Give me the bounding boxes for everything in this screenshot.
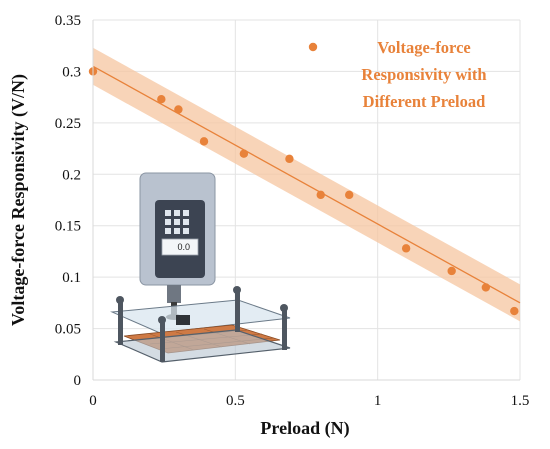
- data-point: [285, 154, 294, 164]
- fixture-posts: [116, 286, 288, 362]
- y-tick-label: 0: [74, 373, 82, 389]
- top-plate: [110, 299, 291, 334]
- x-axis-title: Preload (N): [260, 418, 349, 439]
- y-tick-labels: 0 0.05 0.1 0.15 0.2 0.25 0.3 0.35: [55, 13, 81, 389]
- x-tick-labels: 0 0.5 1 1.5: [89, 393, 529, 409]
- legend-label-line1: Voltage-force: [377, 38, 470, 57]
- y-tick-label: 0.15: [55, 219, 81, 235]
- legend-label-line3: Different Preload: [363, 92, 486, 111]
- y-tick-label: 0.1: [62, 270, 81, 286]
- force-gauge-illustration: 0.0: [110, 172, 291, 363]
- gauge-display-value: 0.0: [177, 242, 190, 252]
- data-point: [401, 244, 411, 253]
- data-point: [447, 266, 456, 276]
- y-tick-label: 0.3: [62, 64, 81, 80]
- plate-clip: [176, 315, 190, 325]
- data-point: [174, 105, 183, 114]
- legend-marker: [308, 42, 318, 52]
- y-tick-label: 0.25: [55, 116, 81, 132]
- data-point: [239, 149, 249, 158]
- x-tick-label: 0.5: [226, 393, 245, 409]
- x-tick-label: 1.5: [511, 393, 530, 409]
- data-points: [88, 67, 519, 316]
- legend-label-line2: Responsivity with: [361, 65, 486, 84]
- y-tick-label: 0.2: [62, 167, 81, 183]
- data-point: [481, 283, 491, 292]
- x-tick-label: 1: [374, 393, 382, 409]
- y-tick-label: 0.05: [55, 322, 81, 338]
- legend: Voltage-force Responsivity with Differen…: [308, 38, 487, 111]
- data-point: [510, 306, 519, 316]
- base-plate: [113, 329, 291, 363]
- gauge-display: [161, 238, 199, 256]
- confidence-band: [92, 47, 521, 322]
- axes: [92, 20, 520, 381]
- y-axis-title: Voltage-force Responsivity (V/N): [8, 74, 29, 326]
- gauge-keypad: [165, 210, 189, 234]
- data-point: [157, 95, 166, 104]
- x-tick-label: 0: [89, 393, 97, 409]
- data-point: [316, 190, 325, 200]
- data-point: [199, 137, 209, 146]
- gauge-shaft: [167, 285, 181, 303]
- fit-line: [92, 65, 521, 304]
- data-point: [345, 190, 354, 200]
- y-tick-label: 0.35: [55, 13, 81, 29]
